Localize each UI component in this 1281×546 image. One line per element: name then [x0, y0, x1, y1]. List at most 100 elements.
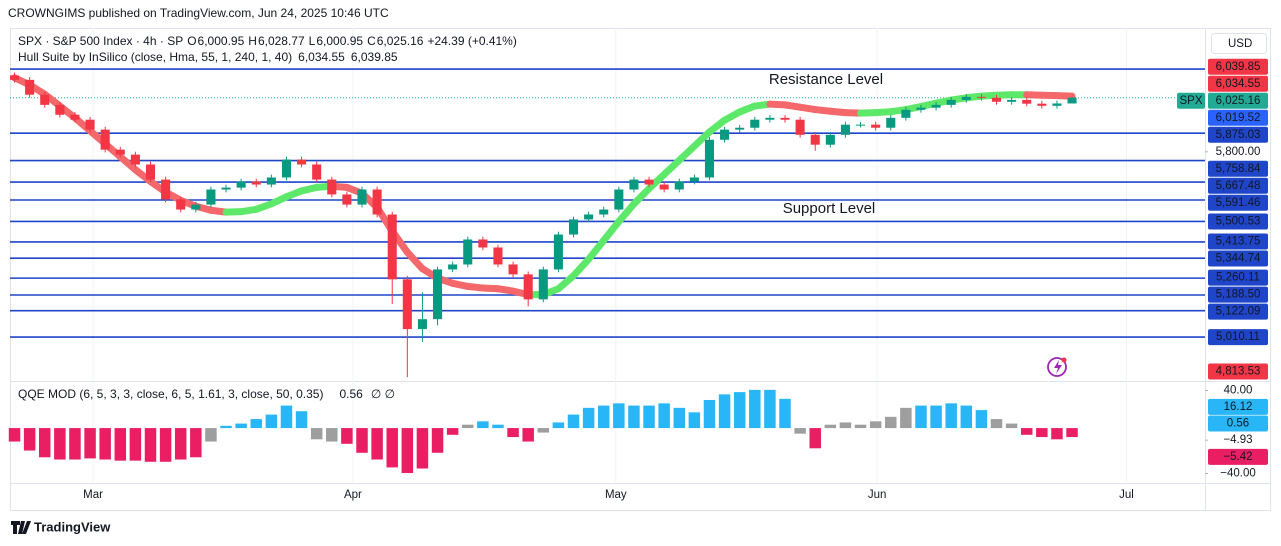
candle-body	[327, 179, 337, 195]
hull-segment	[403, 248, 426, 273]
candle-body	[553, 234, 563, 270]
candle-body	[689, 177, 699, 182]
qqe-label: 16.12	[1224, 401, 1253, 413]
footer-brand: TradingView	[34, 519, 111, 534]
x-tick-label: Jul	[1119, 489, 1134, 501]
legend-item: O	[187, 34, 196, 48]
qqe-bar	[613, 403, 625, 429]
qqe-bar	[280, 405, 293, 429]
qqe-bar	[915, 405, 927, 429]
qqe-bar	[401, 428, 414, 474]
candle-body	[402, 279, 412, 330]
qqe-bar	[23, 428, 36, 451]
legend-item: 6,025.16	[377, 34, 424, 48]
qqe-bar	[854, 424, 867, 429]
candle-body	[1052, 103, 1062, 106]
qqe-bar	[492, 424, 504, 429]
candle-body	[115, 149, 125, 155]
qqe-bar	[431, 428, 444, 453]
alert-icon-bolt	[1054, 360, 1062, 374]
qqe-bar	[310, 428, 323, 440]
qqe-bar	[522, 428, 534, 442]
candle-body	[176, 199, 186, 210]
candle-body	[1067, 97, 1077, 104]
alert-icon[interactable]	[1047, 357, 1067, 377]
qqe-bar	[129, 428, 142, 461]
qqe-bar	[794, 428, 806, 434]
qqe-bar	[507, 428, 519, 438]
price-label: 6,034.55	[1216, 78, 1261, 90]
qqe-label: 0.56	[1227, 418, 1249, 430]
candle-body	[538, 269, 548, 300]
hull-legend-name: Hull Suite by InSilico (close, Hma, 55, …	[18, 50, 292, 64]
candle-body	[780, 117, 790, 120]
qqe-bar	[39, 428, 51, 458]
candle-body	[433, 269, 443, 320]
currency-label[interactable]: USD	[1228, 38, 1252, 50]
qqe-bar	[220, 425, 232, 429]
candle-body	[236, 181, 246, 188]
candle-body	[221, 187, 231, 190]
candle-body	[478, 239, 488, 248]
candle-body	[266, 177, 276, 185]
price-label: 5,122.09	[1216, 306, 1261, 318]
annotation: Support Level	[783, 200, 876, 217]
symbol-tag: SPX	[1179, 95, 1202, 107]
candle-body	[599, 209, 609, 215]
x-tick-label: Apr	[344, 489, 362, 501]
qqe-label: −5.42	[1223, 451, 1252, 463]
qqe-bar	[144, 428, 157, 462]
qqe-bar	[174, 428, 187, 460]
qqe-bar	[159, 428, 172, 462]
qqe-bar	[839, 422, 852, 429]
candle-body	[145, 164, 156, 180]
price-label-box	[1208, 286, 1268, 303]
qqe-bar	[764, 389, 776, 429]
candle-body	[825, 134, 835, 145]
qqe-bar	[567, 414, 580, 429]
candle-body	[508, 264, 518, 275]
candle-body	[25, 79, 35, 95]
qqe-bar	[462, 424, 474, 429]
qqe-bar	[265, 414, 278, 429]
price-label: 5,500.53	[1216, 215, 1261, 227]
candle-body	[916, 107, 926, 110]
price-label: 5,188.50	[1216, 289, 1261, 301]
price-label: 4,813.53	[1216, 366, 1261, 378]
qqe-bar	[190, 428, 202, 458]
qqe-bar	[99, 428, 111, 460]
candle-body	[206, 189, 216, 205]
qqe-bar	[597, 405, 610, 429]
price-label-box	[1208, 177, 1268, 194]
candle-body	[795, 119, 805, 135]
hull-segment	[585, 236, 608, 263]
legend-item: SPX · S&P 500 Index · 4h · SP	[18, 34, 183, 48]
qqe-bar	[84, 428, 96, 459]
qqe-bar	[718, 394, 731, 429]
price-label-box	[1208, 194, 1268, 211]
candle-body	[493, 247, 503, 265]
candle-body	[387, 214, 397, 280]
publish-header: CROWNGIMS published on TradingView.com, …	[8, 6, 389, 20]
price-label-box	[1208, 92, 1268, 109]
candle-body	[1022, 99, 1032, 104]
qqe-bar	[537, 428, 550, 433]
qqe-bar	[1051, 428, 1063, 440]
currency-button[interactable]	[1211, 33, 1267, 54]
candle-body	[976, 96, 986, 98]
price-label-box	[1208, 58, 1268, 75]
alert-dot	[1061, 357, 1067, 363]
price-label-box	[1208, 233, 1268, 250]
qqe-bar	[990, 419, 1003, 429]
qqe-value: 0.56	[339, 387, 363, 401]
candle-body	[584, 214, 594, 220]
qqe-bar	[1066, 428, 1078, 438]
qqe-bar	[975, 410, 988, 429]
candle-body	[886, 117, 896, 128]
hull-legend-value: 6,034.55	[298, 50, 345, 64]
price-label-box	[1208, 75, 1268, 92]
candle-body	[856, 124, 866, 126]
qqe-bar	[235, 423, 247, 429]
